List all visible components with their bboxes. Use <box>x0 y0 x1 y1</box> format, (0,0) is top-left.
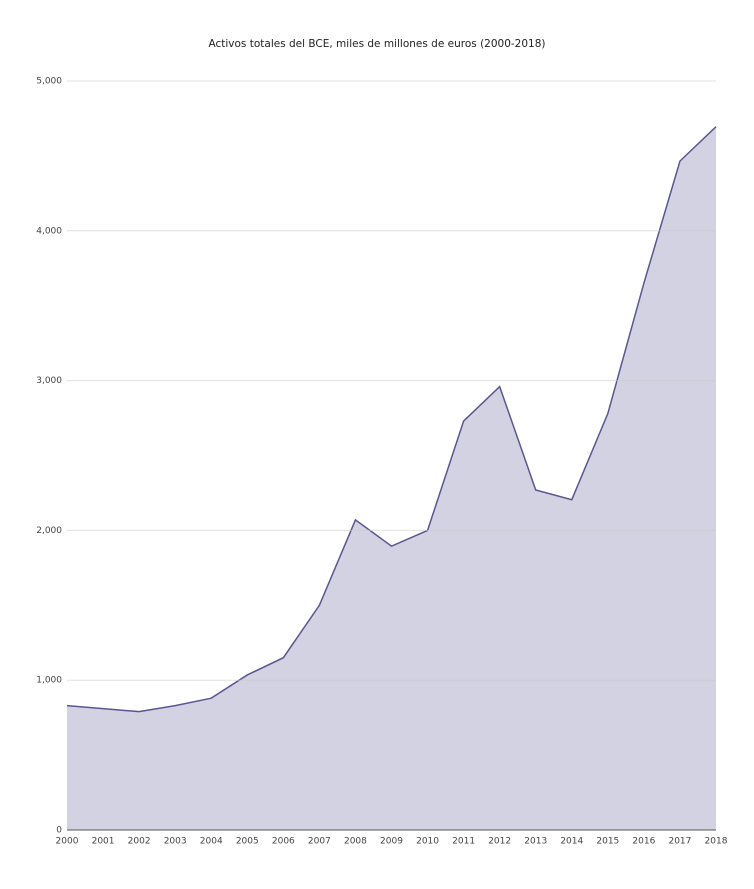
x-tick-label: 2006 <box>272 837 295 847</box>
y-tick-label: 4,000 <box>36 226 62 236</box>
x-tick-label: 2005 <box>236 837 259 847</box>
x-tick-label: 2014 <box>560 837 583 847</box>
x-tick-label: 2002 <box>128 837 151 847</box>
x-tick-label: 2011 <box>452 837 475 847</box>
y-tick-label: 1,000 <box>36 676 62 686</box>
area <box>67 126 716 830</box>
y-tick-label: 3,000 <box>36 376 62 386</box>
x-tick-label: 2004 <box>200 837 223 847</box>
x-tick-label: 2012 <box>488 837 511 847</box>
x-tick-label: 2017 <box>668 837 691 847</box>
x-tick-label: 2003 <box>164 837 187 847</box>
x-tick-label: 2001 <box>92 837 115 847</box>
line <box>66 126 717 713</box>
x-tick-label: 2009 <box>380 837 403 847</box>
y-tick-label: 5,000 <box>36 77 62 87</box>
y-tick-label: 2,000 <box>36 526 62 536</box>
x-tick-label: 2000 <box>56 837 79 847</box>
chart-title: Activos totales del BCE, miles de millon… <box>208 38 545 50</box>
y-tick-label: 0 <box>56 826 62 836</box>
x-tick-label: 2008 <box>344 837 367 847</box>
x-tick-label: 2007 <box>308 837 331 847</box>
x-tick-label: 2018 <box>705 837 728 847</box>
x-tick-label: 2010 <box>416 837 439 847</box>
x-tick-label: 2015 <box>596 837 619 847</box>
x-tick-label: 2013 <box>524 837 547 847</box>
x-tick-label: 2016 <box>632 837 655 847</box>
